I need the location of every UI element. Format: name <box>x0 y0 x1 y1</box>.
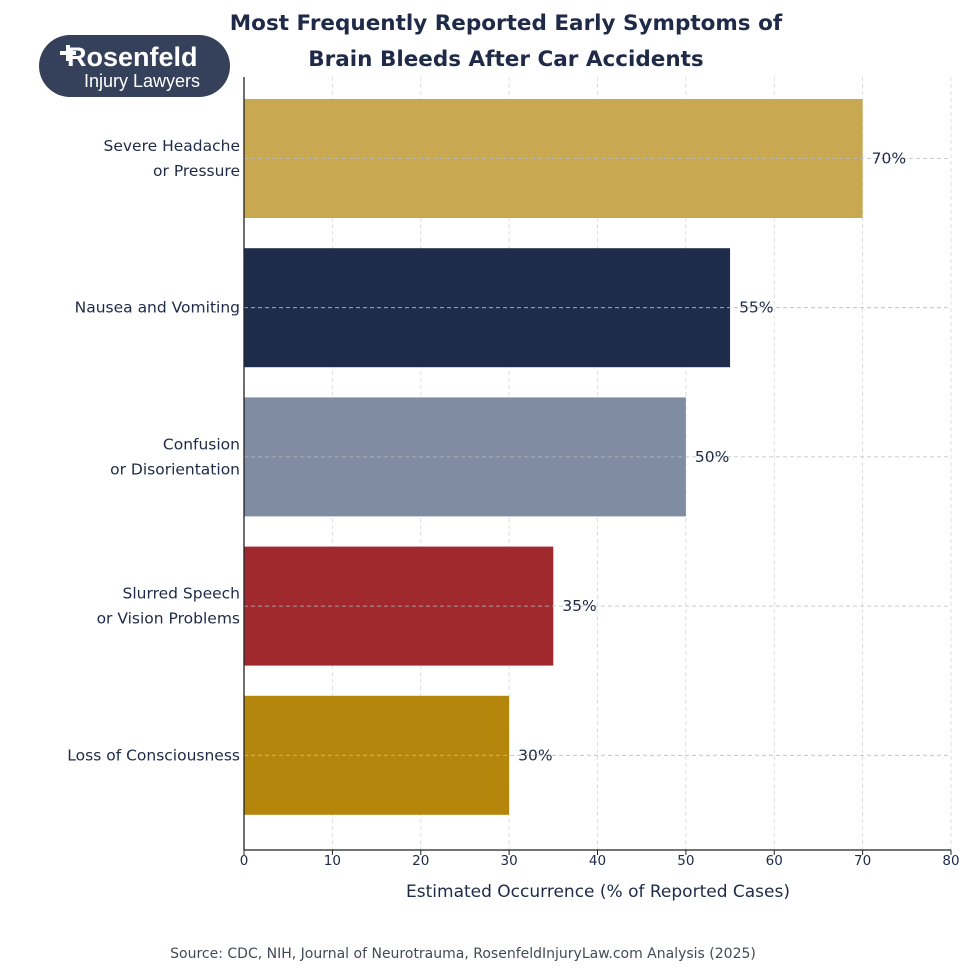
x-tick-label: 80 <box>942 853 959 869</box>
bar-gridlines <box>244 158 951 756</box>
x-tick-label: 70 <box>854 853 871 869</box>
logo-background <box>39 35 230 97</box>
chart-title-line-1: Most Frequently Reported Early Symptoms … <box>230 11 783 36</box>
value-label: 50% <box>695 448 729 466</box>
x-tick-label: 30 <box>501 853 518 869</box>
logo-subtitle: Injury Lawyers <box>84 71 200 91</box>
x-ticks: 0 10 20 30 40 50 60 70 80 <box>240 850 960 869</box>
category-label: Loss of Consciousness <box>67 746 240 764</box>
value-label: 30% <box>518 746 552 764</box>
category-label: or Disorientation <box>110 460 240 478</box>
cross-icon <box>60 45 76 61</box>
category-label: Slurred Speech <box>123 585 241 603</box>
value-label: 35% <box>562 597 596 615</box>
x-axis-title: Estimated Occurrence (% of Reported Case… <box>406 882 790 902</box>
bar <box>244 248 731 368</box>
logo: Rosenfeld Injury Lawyers <box>39 35 230 97</box>
x-tick-label: 60 <box>766 853 783 869</box>
category-label: Nausea and Vomiting <box>75 299 240 317</box>
x-tick-label: 20 <box>412 853 429 869</box>
value-label: 70% <box>872 150 906 168</box>
x-tick-label: 50 <box>677 853 694 869</box>
source-note: Source: CDC, NIH, Journal of Neurotrauma… <box>170 946 756 962</box>
x-tick-label: 10 <box>324 853 341 869</box>
category-label: or Pressure <box>153 162 240 180</box>
category-label: Severe Headache <box>104 137 241 155</box>
logo-name: Rosenfeld <box>67 42 198 72</box>
value-labels: 70% 55% 50% 35% 30% <box>518 150 906 765</box>
category-label: or Vision Problems <box>97 610 240 628</box>
category-label: Confusion <box>163 435 240 453</box>
category-labels: Severe Headache or Pressure Nausea and Vom… <box>67 137 240 764</box>
chart-title-line-2: Brain Bleeds After Car Accidents <box>308 47 703 72</box>
x-tick-label: 40 <box>589 853 606 869</box>
x-tick-label: 0 <box>240 853 249 869</box>
value-label: 55% <box>739 299 773 317</box>
